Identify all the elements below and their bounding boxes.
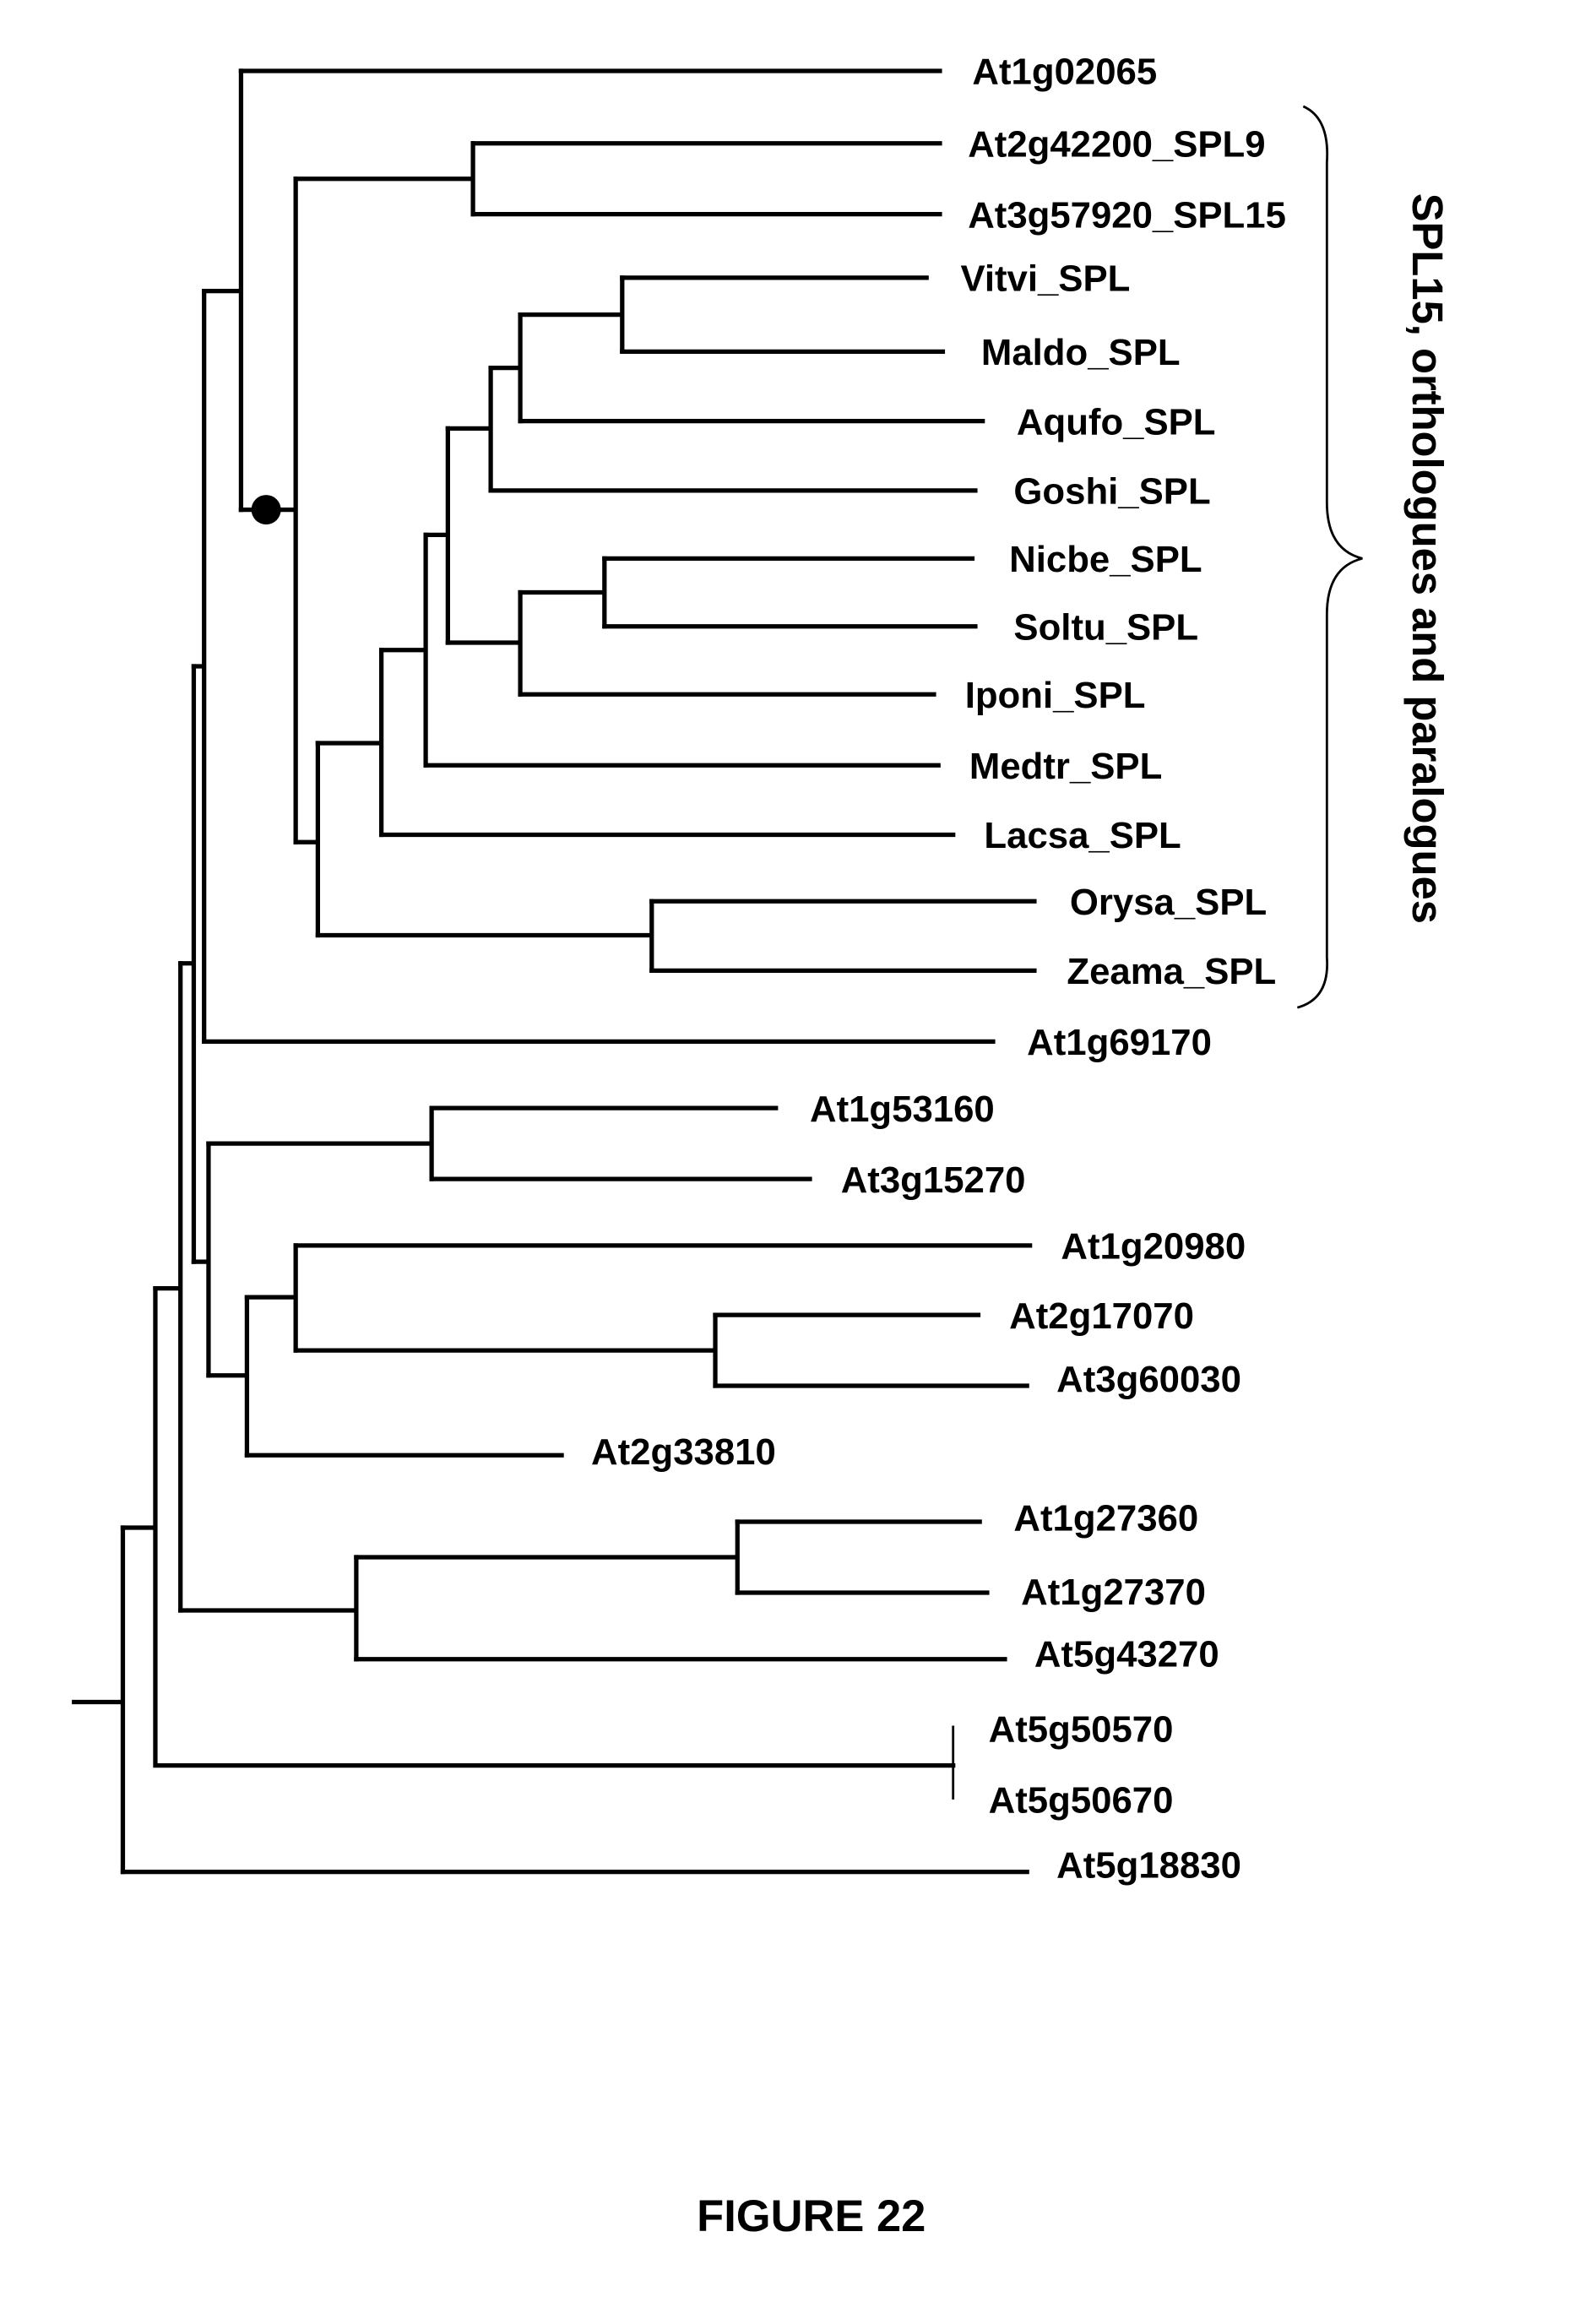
branch-internal [120,1285,956,1768]
leaf-label: Lacsa_SPL [984,815,1181,856]
branch-internal [202,68,244,513]
node-marker-dot [251,495,281,525]
leaf-label: At2g42200_SPL9 [968,123,1265,165]
branch-internal [518,556,607,629]
branch-internal [191,1141,211,1378]
tree-branches [72,68,1037,1875]
clade-label: SPL15, orthologues and paralogues [1403,193,1452,924]
leaf-label: At5g18830 [1056,1845,1241,1887]
leaf-label: At1g69170 [1027,1022,1212,1063]
branch-internal [293,141,475,217]
branch-internal [379,532,428,768]
leaf-label: At3g60030 [1056,1359,1241,1400]
branch-internal [153,961,183,1613]
branch-internal [354,1519,740,1595]
branch-internal [423,426,450,645]
leaf-label: At2g33810 [591,1431,776,1473]
branch-internal [178,1555,359,1662]
leaf-labels: At1g02065 At2g42200_SPL9 At3g57920_SPL15… [591,52,1286,1887]
branch-root [72,1525,126,1875]
branch-internal [293,741,321,938]
branch-internal [206,1105,434,1181]
leaf-label: Iponi_SPL [965,675,1146,716]
leaf-label: At1g02065 [972,52,1157,93]
branch-internal [445,366,493,493]
leaf-label: At1g27360 [1013,1498,1198,1539]
leaf-label: Vitvi_SPL [960,258,1130,300]
leaf-label: At5g43270 [1034,1633,1219,1675]
figure-title: FIGURE 22 [697,2191,926,2241]
leaf-label: At3g57920_SPL15 [968,194,1286,236]
leaf-label: At5g50670 [989,1780,1174,1822]
leaf-label: Zeama_SPL [1067,951,1276,992]
branch-internal [445,589,523,697]
leaf-label: At1g27370 [1021,1572,1206,1613]
branch-internal [244,1243,298,1353]
leaf-label: At5g50570 [989,1709,1174,1751]
leaf-label: At1g53160 [810,1089,995,1130]
leaf-label: At3g15270 [841,1159,1026,1201]
leaf-label: Nicbe_SPL [1009,539,1202,580]
leaf-label: Goshi_SPL [1013,471,1210,513]
branch-internal [206,1295,250,1458]
clade-brace [1296,105,1363,1009]
leaf-label: At2g17070 [1009,1295,1194,1337]
leaf-label: Maldo_SPL [981,332,1181,373]
branch-internal [488,312,523,424]
branch-internal [315,899,654,974]
branch-internal [293,1312,718,1388]
leaf-label: At1g20980 [1061,1226,1246,1268]
leaf-label: Medtr_SPL [969,746,1162,787]
branch-internal [315,648,384,838]
leaf-label: Aqufo_SPL [1017,401,1216,443]
leaf-label: Orysa_SPL [1070,882,1267,923]
leaf-label: Soltu_SPL [1013,607,1198,649]
branch-internal [518,275,625,355]
